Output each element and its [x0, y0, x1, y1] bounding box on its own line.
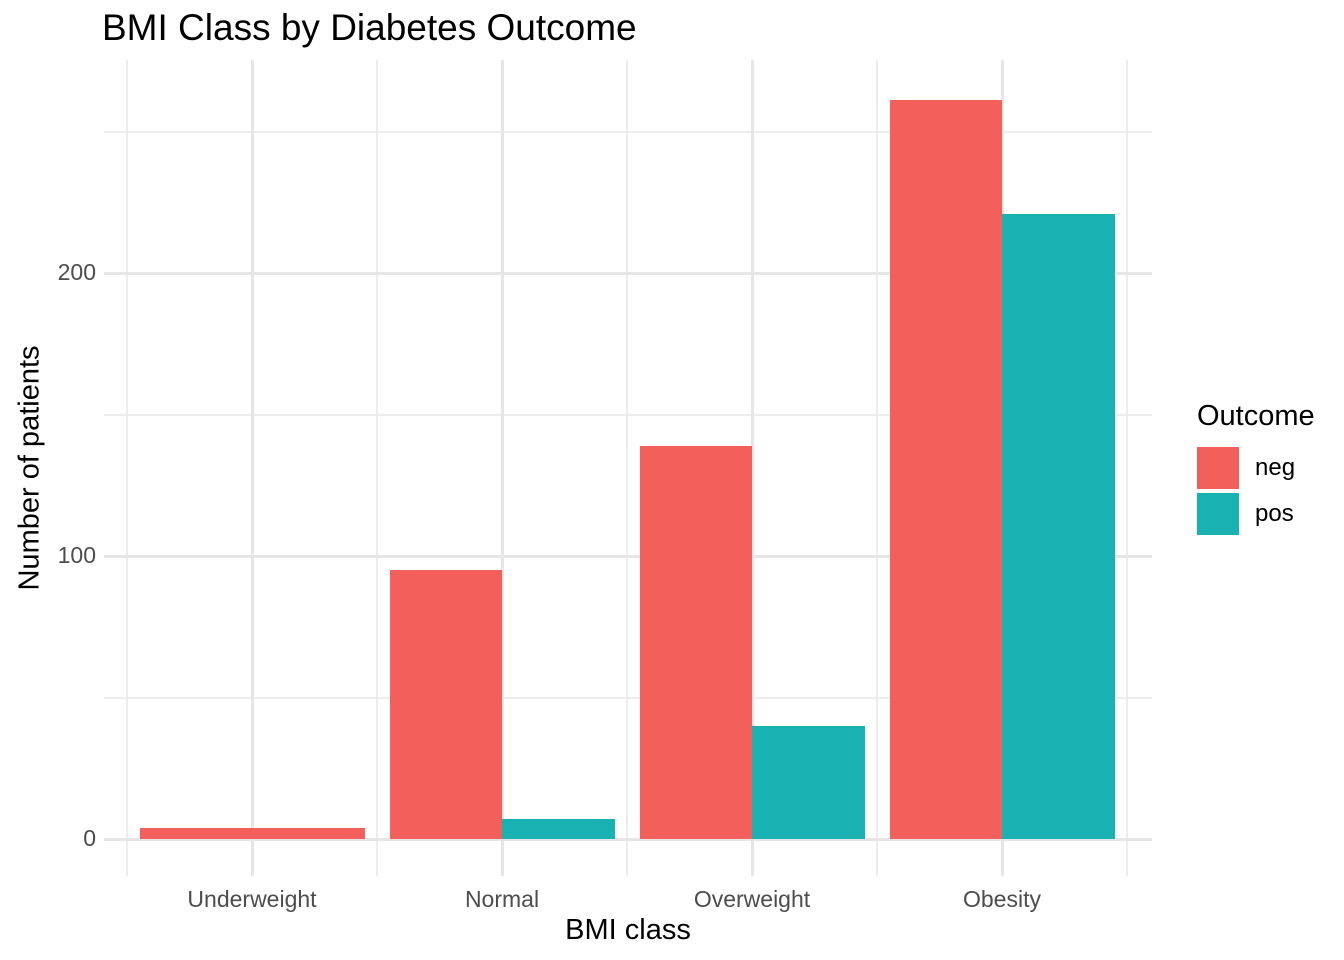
bar-overweight-pos: [752, 725, 865, 839]
gridline-horizontal-major: [104, 837, 1152, 841]
legend: Outcome neg pos: [1197, 402, 1315, 539]
gridline-horizontal-major: [104, 271, 1152, 275]
bar-underweight-neg: [139, 827, 365, 839]
gridline-vertical-major: [250, 60, 254, 876]
legend-label-neg: neg: [1255, 454, 1296, 481]
chart-title: BMI Class by Diabetes Outcome: [102, 7, 637, 48]
gridline-vertical-minor: [876, 60, 878, 876]
y-tick-label-200: 200: [57, 259, 96, 285]
gridline-vertical-minor: [1126, 60, 1128, 876]
gridline-horizontal-minor: [104, 130, 1152, 133]
gridline-vertical-minor: [376, 60, 378, 876]
x-tick-label-normal: Normal: [464, 886, 540, 912]
gridline-horizontal-minor: [104, 696, 1152, 699]
gridline-vertical-major: [500, 60, 504, 876]
legend-items: neg pos: [1197, 447, 1315, 535]
bar-obesity-pos: [1002, 213, 1115, 839]
legend-label-pos: pos: [1255, 500, 1294, 527]
gridline-vertical-minor: [626, 60, 628, 876]
legend-title: Outcome: [1197, 400, 1315, 432]
legend-swatch-neg: [1197, 447, 1239, 489]
plot-panel: [104, 60, 1152, 876]
x-axis-title: BMI class: [565, 914, 691, 946]
y-tick-label-0: 0: [83, 825, 96, 851]
gridline-vertical-major: [750, 60, 754, 876]
legend-item-neg: neg: [1197, 447, 1315, 489]
legend-item-pos: pos: [1197, 493, 1315, 535]
x-tick-label-obesity: Obesity: [963, 886, 1041, 912]
x-tick-label-underweight: Underweight: [187, 886, 317, 912]
bar-normal-neg: [389, 570, 502, 839]
bar-obesity-neg: [889, 100, 1002, 839]
y-axis-title: Number of patients: [13, 345, 46, 591]
gridline-vertical-minor: [126, 60, 128, 876]
gridline-horizontal-major: [104, 554, 1152, 558]
x-tick-label-overweight: Overweight: [693, 886, 811, 912]
gridline-horizontal-minor: [104, 413, 1152, 416]
bar-normal-pos: [502, 819, 615, 839]
y-tick-label-100: 100: [57, 542, 96, 568]
bar-overweight-neg: [639, 445, 752, 839]
legend-swatch-pos: [1197, 493, 1239, 535]
